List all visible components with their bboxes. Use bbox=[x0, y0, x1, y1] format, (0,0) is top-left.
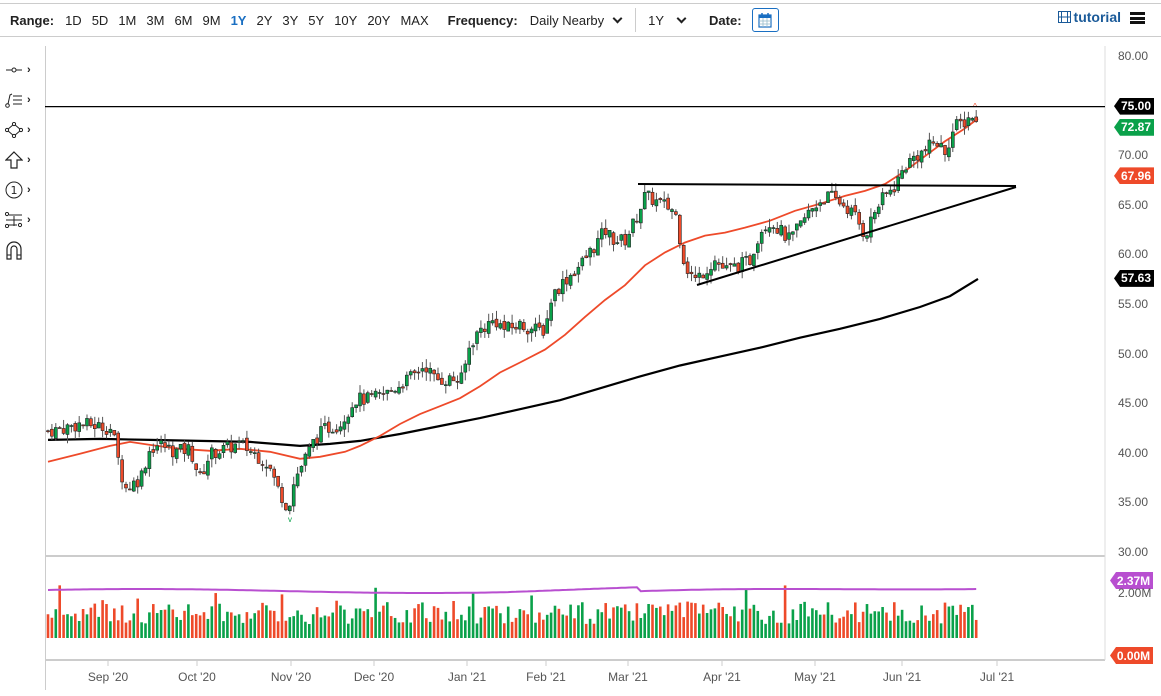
price-axis-label: 35.00 bbox=[1118, 495, 1149, 510]
tutorial-label: tutorial bbox=[1073, 9, 1121, 25]
range-button-1y[interactable]: 1Y bbox=[230, 12, 247, 28]
range-button-3y[interactable]: 3Y bbox=[282, 12, 299, 28]
svg-text:v: v bbox=[288, 515, 292, 524]
range-button-10y[interactable]: 10Y bbox=[334, 12, 358, 28]
calendar-icon bbox=[758, 13, 772, 28]
date-axis-label: Dec '20 bbox=[353, 670, 395, 684]
date-axis-label: Sep '20 bbox=[87, 670, 129, 684]
price-axis-label: 30.00 bbox=[1118, 545, 1149, 559]
period-value: 1Y bbox=[648, 12, 665, 28]
date-axis-label: Mar '21 bbox=[608, 670, 648, 684]
film-icon bbox=[1057, 11, 1071, 23]
frequency-value: Daily Nearby bbox=[529, 12, 605, 28]
chevron-right-icon: › bbox=[27, 94, 31, 106]
volume-tag: 2.37M bbox=[1110, 572, 1153, 589]
toolbar: Range: 1D 5D 1M 3M 6M 9M 1Y 2Y 3Y 5Y 10Y 20Y MAX Fre… bbox=[0, 3, 1161, 37]
date-label: Date: bbox=[709, 12, 742, 28]
line-tool-button[interactable]: › bbox=[0, 55, 44, 85]
range-label: Range: bbox=[10, 12, 55, 28]
hamburger-menu-icon[interactable] bbox=[1130, 12, 1145, 24]
range-button-2y[interactable]: 2Y bbox=[256, 12, 273, 28]
range-button-5y[interactable]: 5Y bbox=[308, 12, 325, 28]
shape-tool-icon bbox=[5, 122, 23, 138]
price-axis-label: 65.00 bbox=[1118, 197, 1149, 212]
divider bbox=[635, 8, 637, 32]
range-button-6m[interactable]: 6M bbox=[174, 12, 193, 28]
range-button-20y[interactable]: 20Y bbox=[367, 12, 391, 28]
chevron-right-icon: › bbox=[27, 214, 31, 226]
price-axis-label: 40.00 bbox=[1118, 445, 1149, 460]
frequency-label: Frequency: bbox=[447, 12, 518, 28]
svg-text:^: ^ bbox=[973, 102, 977, 111]
measure-tool-icon bbox=[5, 212, 23, 228]
date-axis-label: May '21 bbox=[794, 670, 836, 684]
range-button-max[interactable]: MAX bbox=[400, 12, 429, 28]
price-axis-label: 80.00 bbox=[1118, 49, 1149, 63]
shape-tool-button[interactable]: › bbox=[0, 115, 44, 145]
volume-tag: 0.00M bbox=[1110, 647, 1153, 664]
arrow-tool-button[interactable]: › bbox=[0, 145, 44, 175]
magnet-tool-icon bbox=[6, 241, 22, 260]
price-tag: 67.96 bbox=[1114, 167, 1154, 185]
period-dropdown[interactable]: 1Y bbox=[648, 12, 687, 28]
svg-text:1: 1 bbox=[11, 184, 18, 197]
price-tag: 57.63 bbox=[1114, 269, 1154, 287]
fib-tool-button[interactable]: › bbox=[0, 85, 44, 115]
date-axis-label: Jul '21 bbox=[979, 670, 1015, 684]
chevron-right-icon: › bbox=[27, 64, 31, 76]
price-axis-label: 50.00 bbox=[1118, 346, 1149, 361]
price-tag: 72.87 bbox=[1114, 118, 1154, 136]
range-button-3m[interactable]: 3M bbox=[146, 12, 165, 28]
date-axis-label: Apr '21 bbox=[703, 670, 741, 684]
fib-tool-icon bbox=[5, 93, 22, 108]
price-axis-label: 45.00 bbox=[1118, 396, 1149, 411]
drawing-tools: › › › › 1 › › bbox=[0, 55, 44, 265]
frequency-dropdown[interactable]: Daily Nearby bbox=[529, 12, 623, 28]
measure-tool-button[interactable]: › bbox=[0, 205, 44, 235]
chevron-right-icon: › bbox=[27, 184, 31, 196]
chevron-right-icon: › bbox=[27, 124, 31, 136]
tutorial-link[interactable]: tutorial bbox=[1057, 9, 1121, 25]
range-button-1m[interactable]: 1M bbox=[118, 12, 137, 28]
volume-axis-label: 2.00M bbox=[1118, 586, 1152, 600]
annotation-tool-button[interactable]: 1 › bbox=[0, 175, 44, 205]
date-axis-label: Feb '21 bbox=[526, 670, 566, 684]
annotation-tool-icon: 1 bbox=[5, 181, 23, 199]
price-tag: 75.00 bbox=[1114, 97, 1154, 115]
chevron-right-icon: › bbox=[27, 154, 31, 166]
range-button-9m[interactable]: 9M bbox=[202, 12, 221, 28]
calendar-button[interactable] bbox=[751, 8, 779, 32]
date-axis-label: Nov '20 bbox=[270, 670, 312, 684]
range-button-1d[interactable]: 1D bbox=[65, 12, 82, 28]
plot-area[interactable] bbox=[45, 46, 1105, 690]
range-buttons: 1D 5D 1M 3M 6M 9M 1Y 2Y 3Y 5Y 10Y 20Y MAX bbox=[60, 13, 434, 28]
price-axis-label: 70.00 bbox=[1118, 148, 1149, 163]
line-tool-icon bbox=[6, 67, 22, 73]
range-button-5d[interactable]: 5D bbox=[91, 12, 109, 28]
date-axis-label: Oct '20 bbox=[178, 670, 216, 684]
magnet-tool-button[interactable] bbox=[0, 235, 44, 265]
price-axis-label: 55.00 bbox=[1118, 297, 1149, 311]
date-axis-label: Jun '21 bbox=[882, 670, 922, 684]
date-axis-label: Jan '21 bbox=[447, 670, 487, 684]
arrow-tool-icon bbox=[5, 151, 23, 169]
price-axis-label: 60.00 bbox=[1118, 247, 1149, 262]
